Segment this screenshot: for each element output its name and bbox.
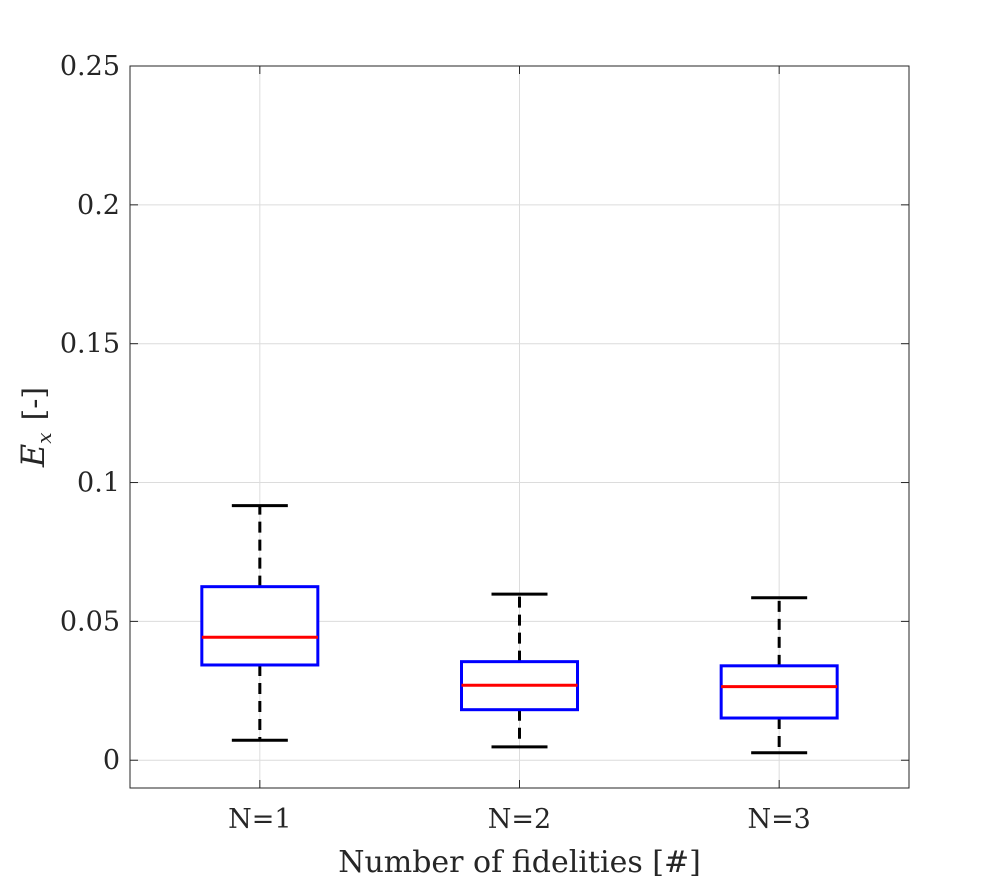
y-tick-label: 0.25 bbox=[60, 51, 120, 82]
x-tick-label: N=3 bbox=[747, 804, 810, 835]
box-n3 bbox=[719, 596, 839, 755]
axis-ticks bbox=[130, 65, 909, 788]
x-tick-label: N=2 bbox=[488, 804, 551, 835]
y-axis-title: Ex [-] bbox=[14, 387, 56, 468]
y-tick-label: 0.1 bbox=[77, 468, 120, 499]
y-axis-title-main: E bbox=[14, 444, 52, 468]
iqr-box bbox=[200, 585, 320, 667]
y-tick-label: 0 bbox=[103, 745, 120, 776]
y-tick-label: 0.05 bbox=[60, 606, 120, 637]
x-axis-title: Number of fidelities [#] bbox=[338, 845, 701, 880]
y-tick-label: 0.2 bbox=[77, 190, 120, 221]
box-n1 bbox=[200, 504, 320, 742]
y-tick-label: 0.15 bbox=[60, 329, 120, 360]
box-n2 bbox=[460, 592, 579, 749]
y-axis-title-unit: [-] bbox=[17, 387, 52, 421]
iqr-box bbox=[719, 664, 839, 720]
boxes bbox=[200, 504, 839, 755]
x-tick-label: N=1 bbox=[228, 804, 291, 835]
y-axis-title-subscript: x bbox=[32, 432, 56, 443]
tick-labels: 0 0.05 0.1 0.15 0.2 0.25 N=1 N=2 N=3 bbox=[60, 51, 811, 835]
